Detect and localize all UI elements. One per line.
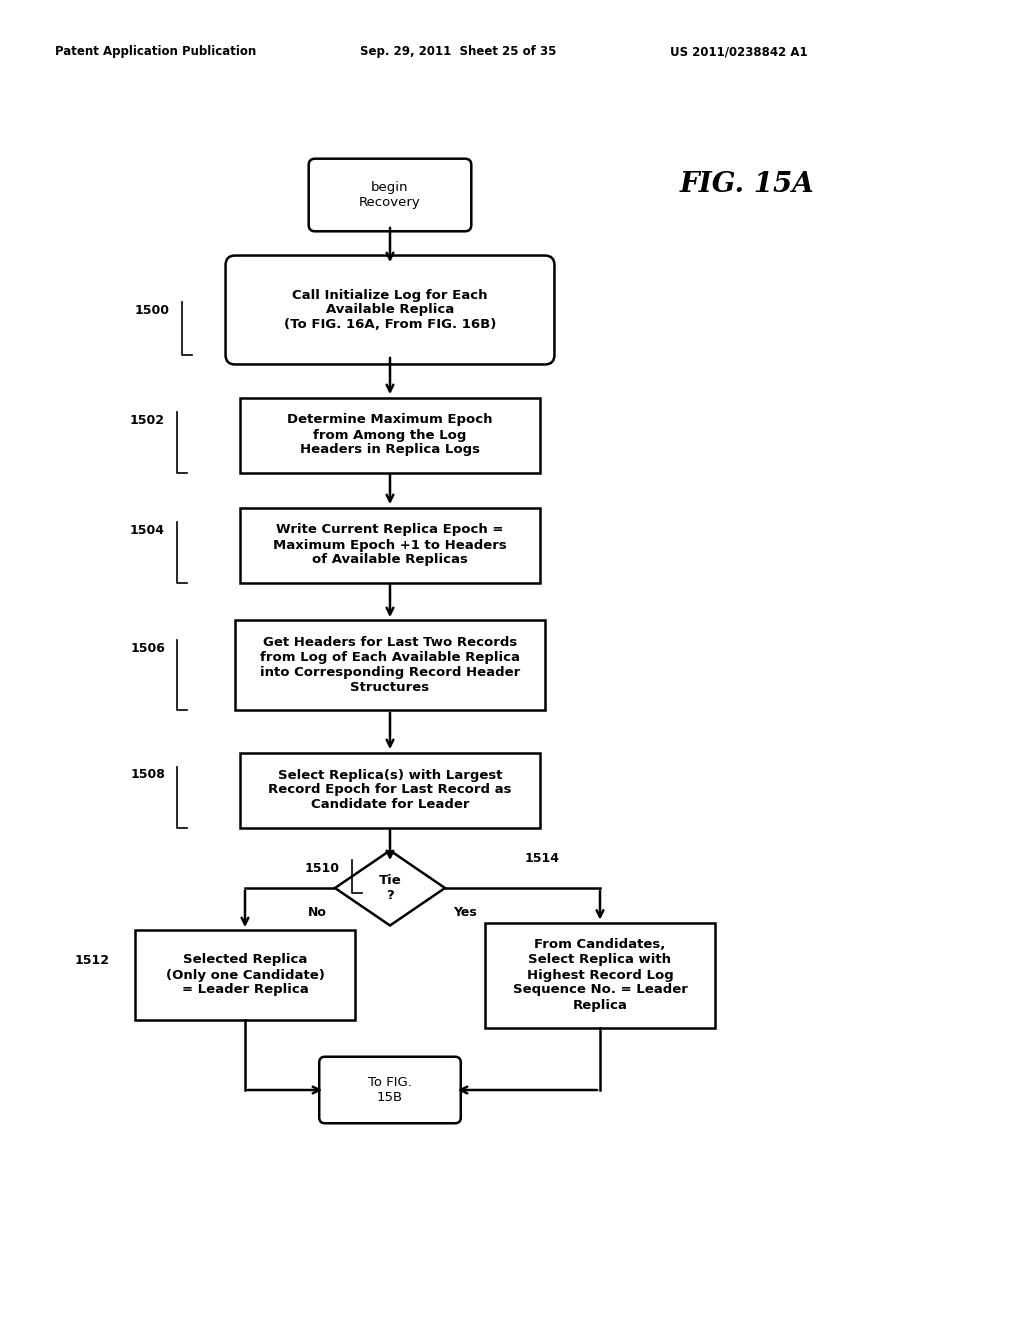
Text: Select Replica(s) with Largest
Record Epoch for Last Record as
Candidate for Lea: Select Replica(s) with Largest Record Ep… xyxy=(268,768,512,812)
Text: From Candidates,
Select Replica with
Highest Record Log
Sequence No. = Leader
Re: From Candidates, Select Replica with Hig… xyxy=(513,939,687,1011)
Text: Determine Maximum Epoch
from Among the Log
Headers in Replica Logs: Determine Maximum Epoch from Among the L… xyxy=(288,413,493,457)
Text: Tie
?: Tie ? xyxy=(379,874,401,902)
Text: 1500: 1500 xyxy=(135,304,170,317)
Text: To FIG.
15B: To FIG. 15B xyxy=(368,1076,412,1104)
FancyBboxPatch shape xyxy=(319,1057,461,1123)
Bar xyxy=(485,923,715,1027)
Text: Call Initialize Log for Each
Available Replica
(To FIG. 16A, From FIG. 16B): Call Initialize Log for Each Available R… xyxy=(284,289,497,331)
Text: 1502: 1502 xyxy=(130,413,165,426)
Text: Write Current Replica Epoch =
Maximum Epoch +1 to Headers
of Available Replicas: Write Current Replica Epoch = Maximum Ep… xyxy=(273,524,507,566)
Bar xyxy=(240,397,540,473)
Text: Sep. 29, 2011  Sheet 25 of 35: Sep. 29, 2011 Sheet 25 of 35 xyxy=(360,45,556,58)
Bar xyxy=(240,507,540,582)
Text: FIG. 15A: FIG. 15A xyxy=(680,172,815,198)
Text: US 2011/0238842 A1: US 2011/0238842 A1 xyxy=(670,45,808,58)
Text: No: No xyxy=(308,906,327,919)
Text: 1504: 1504 xyxy=(130,524,165,536)
Text: 1510: 1510 xyxy=(305,862,340,874)
Text: begin
Recovery: begin Recovery xyxy=(359,181,421,209)
Bar xyxy=(240,752,540,828)
Text: 1512: 1512 xyxy=(75,953,110,966)
Text: 1506: 1506 xyxy=(130,642,165,655)
FancyBboxPatch shape xyxy=(308,158,471,231)
Text: Selected Replica
(Only one Candidate)
= Leader Replica: Selected Replica (Only one Candidate) = … xyxy=(166,953,325,997)
Polygon shape xyxy=(335,850,445,925)
Bar xyxy=(234,620,545,710)
FancyBboxPatch shape xyxy=(225,256,554,364)
Bar xyxy=(135,931,355,1020)
Text: Get Headers for Last Two Records
from Log of Each Available Replica
into Corresp: Get Headers for Last Two Records from Lo… xyxy=(260,636,520,694)
Text: Patent Application Publication: Patent Application Publication xyxy=(55,45,256,58)
Text: Yes: Yes xyxy=(453,906,477,919)
Text: 1514: 1514 xyxy=(525,851,560,865)
Text: 1508: 1508 xyxy=(130,768,165,781)
